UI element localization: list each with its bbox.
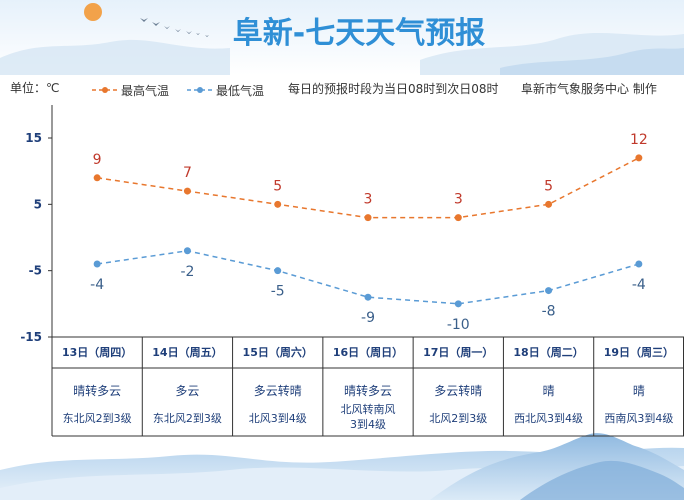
y-tick-label: 15 [25, 131, 42, 145]
low-temp-point [635, 260, 643, 268]
weather-table: 晴转多云东北风2到3级多云东北风2到3级多云转晴北风3到4级晴转多云北风转南风3… [63, 383, 674, 431]
footer-decoration [0, 433, 684, 500]
day-label: 15日（周六） [243, 345, 313, 359]
wind-cell: 西北风3到4级 [514, 412, 583, 425]
high-temp-label: 5 [544, 178, 553, 194]
day-label: 16日（周日） [333, 346, 403, 359]
data-points [93, 154, 643, 308]
high-temp-point [93, 174, 101, 182]
weather-cell: 晴转多云 [73, 383, 121, 398]
weather-cell: 多云 [175, 384, 199, 398]
low-temp-label: -4 [90, 277, 104, 293]
day-label: 18日（周二） [513, 346, 583, 359]
wind-cell: 东北风2到3级 [153, 412, 222, 425]
unit-label: 单位：℃ [10, 80, 59, 95]
legend-high: 最高气温 [92, 83, 169, 98]
legend-low: 最低气温 [187, 83, 264, 98]
wind-cell: 北风转南风 [341, 402, 396, 416]
weather-cell: 晴 [633, 384, 645, 398]
low-temp-label: -5 [271, 284, 285, 300]
low-temp-point [364, 293, 372, 301]
wind-cell: 北风2到3级 [429, 412, 487, 425]
low-temp-label: -10 [447, 317, 470, 333]
legend-low-marker [197, 87, 203, 93]
low-temp-label: -2 [180, 264, 194, 280]
day-label: 17日（周一） [423, 346, 493, 359]
day-label: 13日（周四） [62, 346, 132, 359]
credit-label: 阜新市气象服务中心 制作 [521, 81, 657, 96]
high-temp-point [364, 214, 372, 222]
header-decoration [0, 0, 684, 75]
weather-cell: 多云转晴 [434, 383, 482, 398]
legend-high-marker [102, 87, 108, 93]
high-temp-label: 12 [630, 132, 648, 148]
data-labels: 9 7 5 3 3 5 12 -4 -2 -5 -9 -10 -8 -4 [90, 132, 648, 333]
chart-frame [51, 105, 684, 437]
wind-cell: 北风3到4级 [249, 412, 307, 425]
high-temp-label: 5 [273, 178, 282, 194]
low-temp-label: -4 [632, 277, 646, 293]
page-title: 阜新-七天天气预报 [233, 16, 485, 51]
wind-cell: 东北风2到3级 [63, 412, 132, 425]
low-temp-label: -9 [361, 310, 375, 326]
high-temp-point [545, 200, 553, 208]
wind-cell: 3到4级 [350, 418, 386, 431]
forecast-note: 每日的预报时段为当日08时到次日08时 [288, 81, 499, 96]
low-temp-point [274, 267, 282, 275]
sun-icon [84, 3, 102, 21]
low-temp-point [545, 287, 553, 295]
column-dividers [141, 337, 684, 436]
high-temp-label: 3 [364, 192, 373, 208]
high-temp-label: 9 [93, 152, 102, 168]
weather-cell: 晴转多云 [344, 383, 392, 398]
high-temp-point [454, 214, 462, 222]
low-temp-point [93, 260, 101, 268]
y-axis-ticks: 15 5 -5 -15 [20, 131, 52, 344]
weather-cell: 多云转晴 [254, 383, 302, 398]
wind-cell: 西南风3到4级 [604, 412, 673, 425]
weather-cell: 晴 [543, 384, 555, 398]
high-temp-line [96, 157, 640, 219]
day-labels: 13日（周四） 14日（周五） 15日（周六） 16日（周日） 17日（周一） 18日（周… [62, 345, 674, 359]
day-label: 14日（周五） [152, 346, 222, 359]
high-temp-point [183, 187, 191, 195]
y-tick-label: 5 [34, 197, 42, 211]
low-temp-point [454, 300, 462, 308]
high-temp-label: 7 [183, 165, 192, 181]
high-temp-point [635, 154, 643, 162]
y-tick-label: -15 [20, 330, 42, 344]
low-temp-label: -8 [542, 304, 556, 320]
y-tick-label: -5 [29, 264, 42, 278]
birds-icon [140, 18, 209, 37]
high-temp-label: 3 [454, 192, 463, 208]
day-label: 19日（周三） [604, 346, 674, 359]
legend-low-label: 最低气温 [216, 83, 264, 98]
low-temp-point [183, 247, 191, 255]
high-temp-point [274, 200, 282, 208]
legend-high-label: 最高气温 [121, 83, 169, 98]
